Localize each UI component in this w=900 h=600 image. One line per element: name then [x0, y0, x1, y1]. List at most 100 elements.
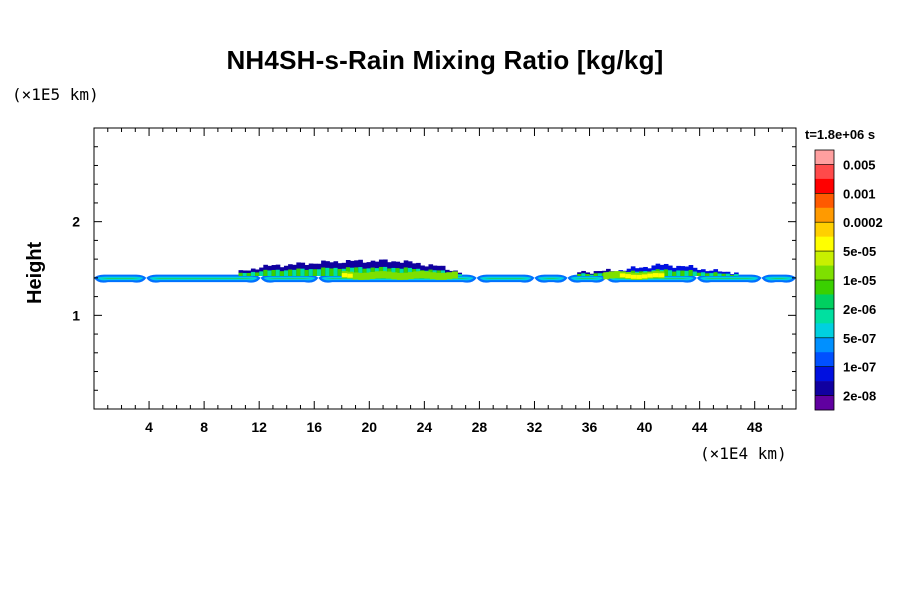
peak-cell — [625, 274, 632, 279]
cloud-interior-cell — [259, 271, 264, 276]
colorbar-label: 0.0002 — [843, 215, 883, 230]
intense-cell — [435, 272, 442, 280]
peak-cell — [619, 273, 626, 278]
cloud-interior-cell — [275, 269, 281, 276]
cloud-interior-cell — [312, 269, 318, 276]
cloud-layer — [94, 259, 796, 283]
intense-cell — [608, 271, 615, 279]
peak-cell — [630, 274, 637, 279]
colorbar-label: 5e-07 — [843, 331, 876, 346]
colorbar-label: 2e-06 — [843, 302, 876, 317]
intense-cell — [396, 272, 403, 280]
intense-cell — [440, 272, 447, 280]
colorbar-label: 0.005 — [843, 157, 876, 172]
intense-cell — [352, 272, 359, 280]
layer-segment-core — [100, 277, 141, 279]
cloud-interior-cell — [457, 274, 463, 276]
layer-segment-core — [152, 277, 255, 279]
cloud-interior-cell — [316, 269, 322, 276]
colorbar-swatch — [815, 251, 834, 266]
y-tick-label: 1 — [72, 307, 80, 323]
intense-cell — [358, 272, 365, 280]
cloud-interior-cell — [577, 273, 582, 276]
x-tick-label: 16 — [306, 419, 322, 435]
x-tick-label: 24 — [417, 419, 433, 435]
colorbar-swatch — [815, 294, 834, 310]
cloud-interior-cell — [667, 270, 673, 276]
colorbar-swatch — [815, 150, 834, 165]
cloud-interior-cell — [709, 273, 714, 276]
intense-cell — [363, 272, 370, 280]
intense-cell — [407, 272, 414, 280]
cloud-interior-cell — [585, 274, 591, 276]
cloud-interior-cell — [370, 267, 376, 276]
cloud-interior-cell — [407, 267, 413, 276]
cloud-interior-cell — [279, 271, 285, 276]
intense-cell — [391, 272, 398, 280]
intense-cell — [385, 271, 392, 279]
cloud-interior-cell — [684, 270, 690, 276]
intense-cell — [418, 271, 425, 279]
colorbar-swatch — [815, 337, 834, 353]
x-tick-label: 36 — [582, 419, 598, 435]
peak-cell — [641, 274, 648, 279]
colorbar-label: 0.001 — [843, 186, 876, 201]
x-tick-label: 12 — [251, 419, 267, 435]
x-tick-label: 32 — [527, 419, 543, 435]
colorbar-label: 5e-05 — [843, 244, 876, 259]
cloud-interior-cell — [672, 271, 677, 276]
colorbar-swatch — [815, 207, 834, 223]
cloud-interior-cell — [354, 267, 359, 276]
cloud-interior-cell — [255, 272, 260, 276]
layer-segment-core — [482, 277, 529, 279]
intense-cell — [369, 271, 376, 279]
cloud-interior-cell — [288, 269, 293, 276]
cloud-interior-cell — [358, 267, 363, 276]
cloud-interior-cell — [734, 274, 739, 276]
intense-cell — [413, 271, 420, 279]
layer-segment-core — [573, 277, 601, 279]
cloud-interior-cell — [263, 269, 268, 276]
cloud-interior-cell — [345, 267, 351, 276]
cloud-interior-cell — [663, 269, 669, 276]
cloud-interior-cell — [366, 268, 372, 276]
layer-segment-core — [702, 277, 756, 279]
cloud-interior-cell — [333, 267, 339, 276]
peak-cell — [658, 273, 665, 278]
x-tick-label: 8 — [200, 419, 208, 435]
cloud-interior-cell — [304, 269, 310, 276]
colorbar-swatch — [815, 164, 834, 180]
x-tick-label: 4 — [145, 419, 153, 435]
cloud-interior-cell — [725, 273, 731, 276]
colorbar-swatch — [815, 222, 834, 237]
cloud-interior-cell — [283, 270, 289, 276]
cloud-interior-cell — [271, 269, 277, 276]
plot-frame — [93, 127, 797, 410]
cloud-interior-cell — [721, 273, 727, 276]
layer-segment-core — [767, 277, 790, 279]
y-tick-label: 2 — [72, 214, 80, 230]
cloud-interior-cell — [250, 271, 256, 276]
colorbar-swatch — [815, 236, 834, 252]
colorbar-swatch — [815, 366, 834, 382]
colorbar-swatch — [815, 265, 834, 281]
cloud-interior-cell — [589, 274, 595, 276]
intense-cell — [451, 271, 458, 279]
layer-segment-core — [266, 277, 313, 279]
colorbar-swatch — [815, 395, 834, 411]
colorbar-label: 1e-05 — [843, 273, 876, 288]
intense-cell — [380, 271, 387, 279]
colorbar-label: 2e-08 — [843, 389, 876, 404]
cloud-interior-cell — [308, 269, 314, 276]
cloud-interior-cell — [701, 272, 706, 276]
cloud-interior-cell — [403, 267, 409, 276]
time-label: t=1.8e+06 s — [805, 127, 876, 142]
cloud-interior-cell — [692, 271, 698, 276]
intense-cell — [424, 271, 431, 279]
cloud-interior-cell — [391, 267, 396, 276]
colorbar-swatch — [815, 381, 834, 396]
cloud-interior-cell — [292, 269, 297, 276]
y-axis-unit: (×1E5 km) — [12, 85, 99, 104]
